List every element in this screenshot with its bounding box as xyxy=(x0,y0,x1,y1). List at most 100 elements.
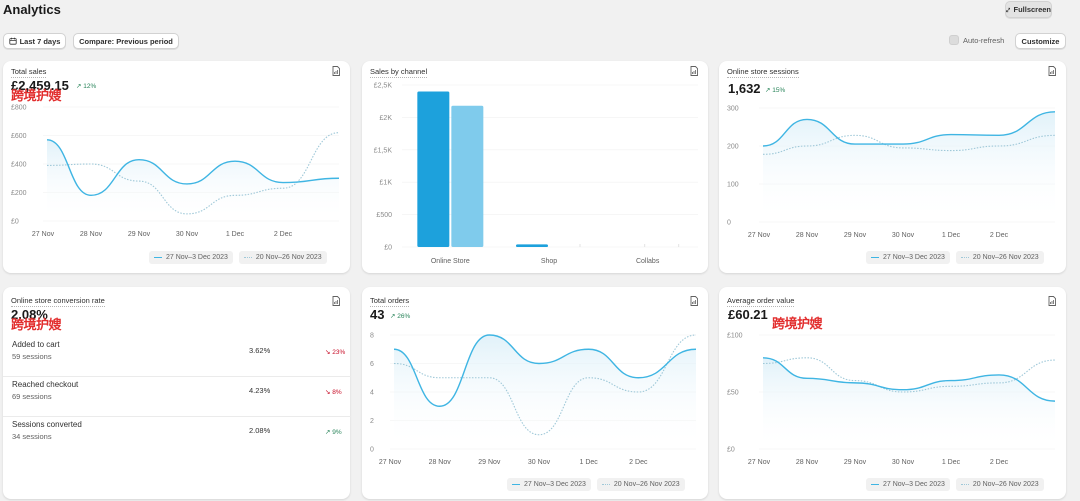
x-tick-label: 29 Nov xyxy=(844,232,867,239)
legend-current[interactable]: 27 Nov–3 Dec 2023 xyxy=(866,251,950,264)
row-delta: ↗ 9% xyxy=(325,429,342,436)
area-fill xyxy=(763,357,1055,449)
aov-card: Average order value £60.21 跨境护嫂 £0 £50 £10… xyxy=(719,287,1066,499)
y-tick-label: 6 xyxy=(370,361,374,368)
orders-chart: 0 2 4 6 8 27 Nov 28 Nov 29 Nov 30 Nov 1 Dec 2 Dec xyxy=(370,333,697,466)
y-tick-label: 200 xyxy=(727,144,739,151)
sessions-value: 1,632 xyxy=(728,81,761,96)
card-title[interactable]: Total orders xyxy=(370,296,410,307)
row-percent: 3.62% xyxy=(249,346,271,355)
x-tick-label: 30 Nov xyxy=(176,231,199,238)
chart-legend: 27 Nov–3 Dec 2023 20 Nov–26 Nov 2023 xyxy=(149,251,327,264)
customize-button[interactable]: Customize xyxy=(1015,33,1066,49)
auto-refresh-toggle[interactable]: Auto-refresh xyxy=(949,35,1004,45)
bar-previous xyxy=(451,105,484,248)
x-tick-label: 2 Dec xyxy=(990,232,1009,239)
card-title[interactable]: Online store conversion rate xyxy=(11,296,105,307)
y-tick-label: £2K xyxy=(380,115,393,122)
report-icon[interactable] xyxy=(1048,296,1056,306)
compare-button[interactable]: Compare: Previous period xyxy=(73,33,179,49)
total-sales-chart: £0 £200 £400 £600 £800 27 Nov 28 Nov 29 Nov 30 N… xyxy=(11,105,340,238)
legend-current[interactable]: 27 Nov–3 Dec 2023 xyxy=(149,251,233,264)
legend-previous[interactable]: 20 Nov–26 Nov 2023 xyxy=(238,251,327,264)
row-label: Sessions converted xyxy=(12,420,82,429)
legend-previous[interactable]: 20 Nov–26 Nov 2023 xyxy=(955,478,1044,491)
report-icon[interactable] xyxy=(332,296,340,306)
sales-by-channel-chart: £0 £500 £1K £1,5K £2K £2,5K Online Store Shop Co… xyxy=(374,83,698,265)
series-line-previous xyxy=(393,334,697,436)
arrow-up-icon: ↗ xyxy=(325,429,333,436)
x-tick-label: 27 Nov xyxy=(748,459,771,466)
date-range-button[interactable]: Last 7 days xyxy=(3,33,66,49)
calendar-icon xyxy=(8,37,17,45)
y-tick-label: £0 xyxy=(384,245,392,252)
compare-label: Compare: Previous period xyxy=(79,36,173,46)
series-line-previous xyxy=(762,134,1056,155)
arrow-down-icon: ↘ xyxy=(325,349,333,356)
sales-by-channel-card: Sales by channel £0 £500 £1K £1,5K £2K £2,5K O… xyxy=(362,61,708,273)
x-tick-label: 2 Dec xyxy=(629,459,648,466)
y-tick-label: £2,5K xyxy=(374,83,393,90)
area-fill xyxy=(47,139,339,221)
x-tick-label: 30 Nov xyxy=(528,459,551,466)
card-title[interactable]: Average order value xyxy=(727,296,795,307)
x-tick-label: 30 Nov xyxy=(892,232,915,239)
orders-value: 43 xyxy=(370,307,385,322)
page-title: Analytics xyxy=(3,2,61,17)
conversion-card: Online store conversion rate 2.08% 跨境护嫂 … xyxy=(3,287,351,499)
series-line-current xyxy=(762,111,1056,147)
auto-refresh-label: Auto-refresh xyxy=(963,35,1005,45)
series-line-current xyxy=(393,334,697,407)
y-tick-label: 8 xyxy=(370,333,374,340)
legend-current[interactable]: 27 Nov–3 Dec 2023 xyxy=(866,478,950,491)
conversion-value: 2.08% xyxy=(11,307,48,322)
line-solid-icon xyxy=(512,484,520,485)
y-tick-label: £0 xyxy=(727,447,735,454)
legend-previous[interactable]: 20 Nov–26 Nov 2023 xyxy=(955,251,1044,264)
line-solid-icon xyxy=(871,484,879,485)
y-tick-label: £800 xyxy=(11,105,27,112)
card-title[interactable]: Sales by channel xyxy=(370,67,428,78)
x-tick-label: 28 Nov xyxy=(80,231,103,238)
fullscreen-button[interactable]: Fullscreen xyxy=(1005,1,1052,18)
line-solid-icon xyxy=(154,257,162,258)
arrow-up-icon: ↗ xyxy=(390,313,398,320)
y-tick-label: £1,5K xyxy=(374,147,393,154)
category-label: Collabs xyxy=(636,258,660,265)
x-tick-label: 29 Nov xyxy=(128,231,151,238)
legend-current[interactable]: 27 Nov–3 Dec 2023 xyxy=(507,478,591,491)
top-bar: Analytics Fullscreen xyxy=(0,0,1080,28)
x-tick-label: 27 Nov xyxy=(748,232,771,239)
x-tick-label: 2 Dec xyxy=(990,459,1009,466)
row-label: Added to cart xyxy=(12,340,60,349)
conversion-row: Reached checkout 69 sessions 4.23% ↘ 8% xyxy=(3,377,351,417)
arrow-down-icon: ↘ xyxy=(325,389,333,396)
sessions-chart: 0 100 200 300 27 Nov 28 Nov 29 Nov 30 Nov 1 Dec 2… xyxy=(727,106,1056,239)
fullscreen-label: Fullscreen xyxy=(1013,5,1051,14)
auto-refresh-checkbox[interactable] xyxy=(949,35,959,45)
row-percent: 4.23% xyxy=(249,386,271,395)
line-dotted-icon xyxy=(243,257,252,258)
x-tick-label: 1 Dec xyxy=(226,231,245,238)
x-tick-label: 28 Nov xyxy=(796,232,819,239)
series-line-current xyxy=(46,139,340,197)
arrow-up-icon: ↗ xyxy=(76,83,84,90)
chart-legend: 27 Nov–3 Dec 2023 20 Nov–26 Nov 2023 xyxy=(507,478,685,491)
y-tick-label: 0 xyxy=(727,220,731,227)
card-title[interactable]: Online store sessions xyxy=(727,67,799,78)
aov-value: £60.21 xyxy=(728,307,768,322)
legend-previous[interactable]: 20 Nov–26 Nov 2023 xyxy=(596,478,685,491)
report-icon[interactable] xyxy=(690,296,698,306)
y-tick-label: £500 xyxy=(376,212,392,219)
report-icon[interactable] xyxy=(1048,66,1056,76)
row-delta: ↘ 23% xyxy=(325,349,346,356)
report-icon[interactable] xyxy=(332,66,340,76)
total-sales-value: £2,459.15 xyxy=(11,78,69,93)
report-icon[interactable] xyxy=(690,66,698,76)
row-delta: ↘ 8% xyxy=(325,389,342,396)
area-fill xyxy=(394,335,696,449)
total-sales-delta: ↗ 12% xyxy=(76,83,97,90)
card-title[interactable]: Total sales xyxy=(11,67,47,78)
row-label: Reached checkout xyxy=(12,380,79,389)
y-tick-label: £400 xyxy=(11,162,27,169)
